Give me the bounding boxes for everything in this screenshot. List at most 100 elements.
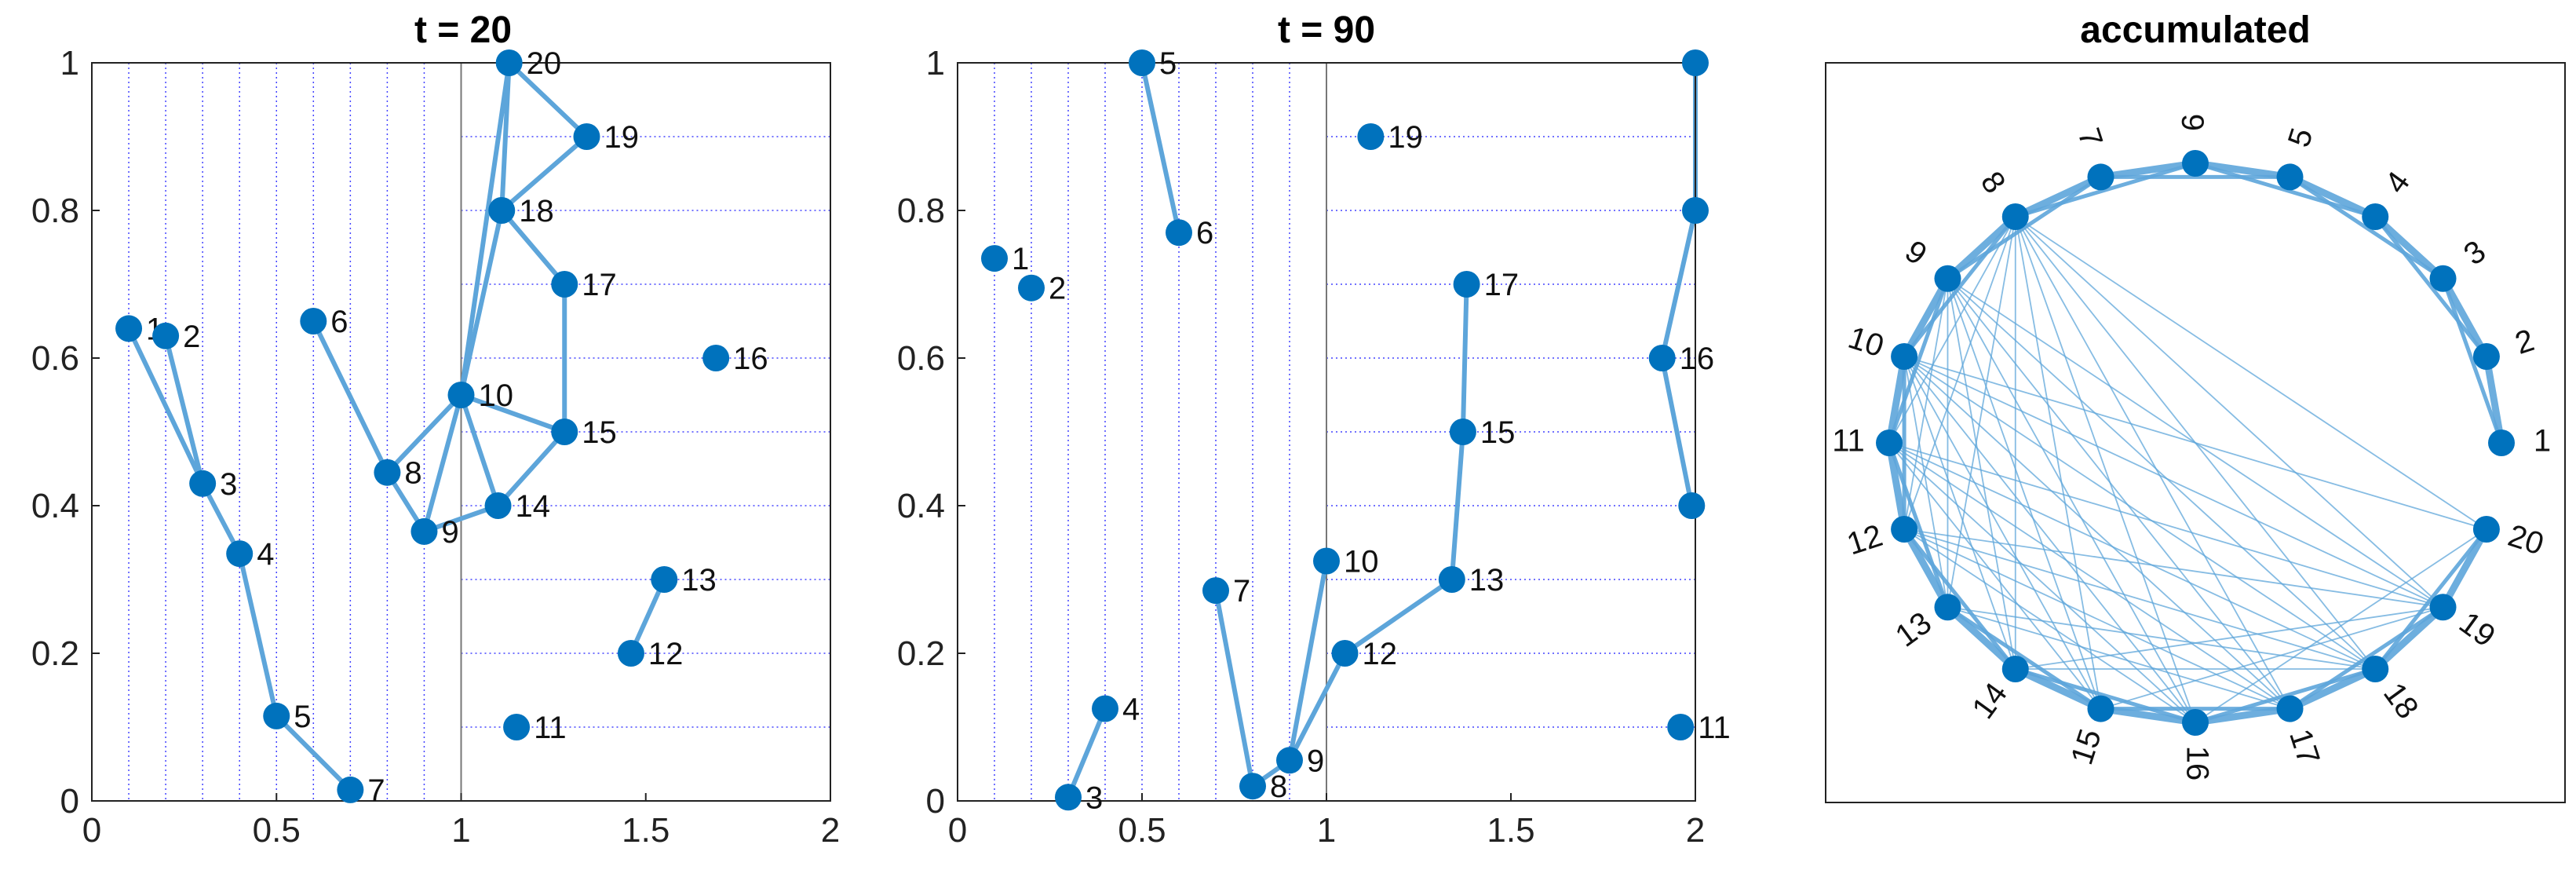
edge-14-15 <box>495 430 567 508</box>
x-tick-label: 1 <box>1317 811 1336 850</box>
x-tick-label: 1.5 <box>622 811 670 850</box>
node-label: 11 <box>534 711 567 745</box>
node-7 <box>2087 163 2114 191</box>
node-6 <box>2182 150 2209 177</box>
edge-17-18 <box>2286 665 2379 713</box>
node-15 <box>551 419 578 445</box>
edge-3-4 <box>1066 706 1107 800</box>
edge-11-16 <box>1888 442 2196 723</box>
edge-9-12 <box>1903 277 1949 530</box>
node-label: 15 <box>2064 725 2108 769</box>
y-tick-label: 0.6 <box>31 339 79 378</box>
edge-9-10 <box>421 393 464 534</box>
node-4 <box>2362 203 2389 230</box>
node-9 <box>1934 265 1961 292</box>
edge-6-8 <box>311 319 390 475</box>
edge-18-20 <box>499 60 512 213</box>
node-label: 8 <box>404 456 421 491</box>
node-label: 14 <box>516 489 551 524</box>
edge-9-18 <box>1947 277 2377 670</box>
node-label: 12 <box>648 637 684 671</box>
node-17 <box>551 271 578 298</box>
edge-8-13 <box>1947 216 2016 609</box>
node-14 <box>484 492 512 519</box>
edge-12-13 <box>1900 525 1951 611</box>
edge-11-19 <box>1888 442 2444 609</box>
edge-10-14 <box>458 393 501 508</box>
y-tick-label: 0.6 <box>897 339 945 378</box>
edge-15-17 <box>1460 282 1469 434</box>
y-tick-label: 1 <box>926 44 945 82</box>
edge-15-16 <box>2096 705 2199 726</box>
node-label: 11 <box>1832 424 1865 459</box>
edge-2-3 <box>163 333 206 486</box>
edge-5-6 <box>2191 159 2294 181</box>
node-11 <box>1876 430 1903 456</box>
node-13 <box>651 566 678 593</box>
edge-13-18 <box>1947 606 2377 670</box>
edge-12-13 <box>628 577 667 656</box>
node-5 <box>1129 49 1155 76</box>
edge-9-15 <box>1947 277 2102 710</box>
edge-layer <box>1885 159 2505 726</box>
x-tick-label: 0 <box>82 811 101 850</box>
y-tick-label: 0.8 <box>897 192 945 230</box>
node-12 <box>1331 640 1359 667</box>
edge-14-19 <box>2014 606 2444 670</box>
node-17 <box>2276 695 2304 722</box>
node-label: 16 <box>1680 342 1715 376</box>
node-label: 4 <box>257 537 274 572</box>
node-label: 19 <box>604 120 639 155</box>
node-label: 2 <box>183 320 200 354</box>
y-tick-label: 0.4 <box>31 487 79 525</box>
node-label: 8 <box>1974 166 2012 200</box>
node-label: 7 <box>1233 574 1250 609</box>
edge-8-17 <box>2014 216 2291 710</box>
x-tick-label: 0 <box>948 811 967 850</box>
edge-7-8 <box>1213 588 1255 789</box>
node-label: 13 <box>681 563 717 598</box>
edge-9-12 <box>1287 651 1348 763</box>
node-3 <box>2429 265 2457 292</box>
edge-5-7 <box>274 713 353 792</box>
edge-13-14 <box>1943 603 2020 673</box>
node-label: 12 <box>1363 637 1398 671</box>
edge-2-3 <box>2439 275 2490 360</box>
edge-19-20 <box>506 60 589 139</box>
node-11 <box>1667 714 1695 740</box>
edge-1-3 <box>126 326 206 486</box>
node-label: 6 <box>2176 114 2211 131</box>
edge-9-14 <box>1947 277 2016 670</box>
node-8 <box>2001 203 2029 230</box>
node-6 <box>1166 219 1192 247</box>
node-label: 8 <box>1270 770 1287 804</box>
y-tick-label: 0 <box>60 782 79 821</box>
edge-12-14 <box>1902 527 2018 671</box>
edge-2-4 <box>2373 214 2489 359</box>
edge-4-5 <box>2286 173 2379 221</box>
node-8 <box>374 459 401 486</box>
edge-3-5 <box>2288 174 2446 281</box>
node-label: 7 <box>2071 124 2109 152</box>
node-label: 7 <box>367 773 385 808</box>
edge-4-6 <box>2193 161 2377 219</box>
axes-box <box>1825 62 2566 803</box>
x-tick-label: 0.5 <box>1118 811 1166 850</box>
node-5 <box>2276 163 2304 191</box>
edge-12-13 <box>1342 577 1454 656</box>
edge-10-11 <box>1885 353 1908 447</box>
edge-14-15 <box>2012 665 2104 713</box>
edge-3-4 <box>2371 213 2447 283</box>
node-11 <box>503 714 531 740</box>
edge-8-11 <box>1888 216 2016 444</box>
edge-15-19 <box>2100 606 2444 710</box>
node-1 <box>981 245 1008 272</box>
node-label: 17 <box>1484 268 1520 302</box>
edge-13-15 <box>1449 430 1465 582</box>
x-tick-label: 0.5 <box>253 811 301 850</box>
node-label: 2 <box>2511 323 2538 361</box>
edge-7-8 <box>2012 173 2104 221</box>
node-label: 12 <box>1843 518 1887 562</box>
edge-1-3 <box>2441 276 2504 445</box>
